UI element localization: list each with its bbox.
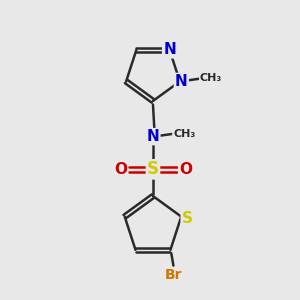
Text: N: N: [163, 42, 176, 57]
Text: S: S: [147, 160, 159, 178]
Text: N: N: [147, 129, 159, 144]
Text: N: N: [175, 74, 188, 89]
Text: Br: Br: [165, 268, 182, 282]
Text: O: O: [179, 162, 192, 177]
Text: CH₃: CH₃: [200, 74, 222, 83]
Text: CH₃: CH₃: [173, 129, 195, 139]
Text: O: O: [114, 162, 127, 177]
Text: S: S: [182, 211, 193, 226]
